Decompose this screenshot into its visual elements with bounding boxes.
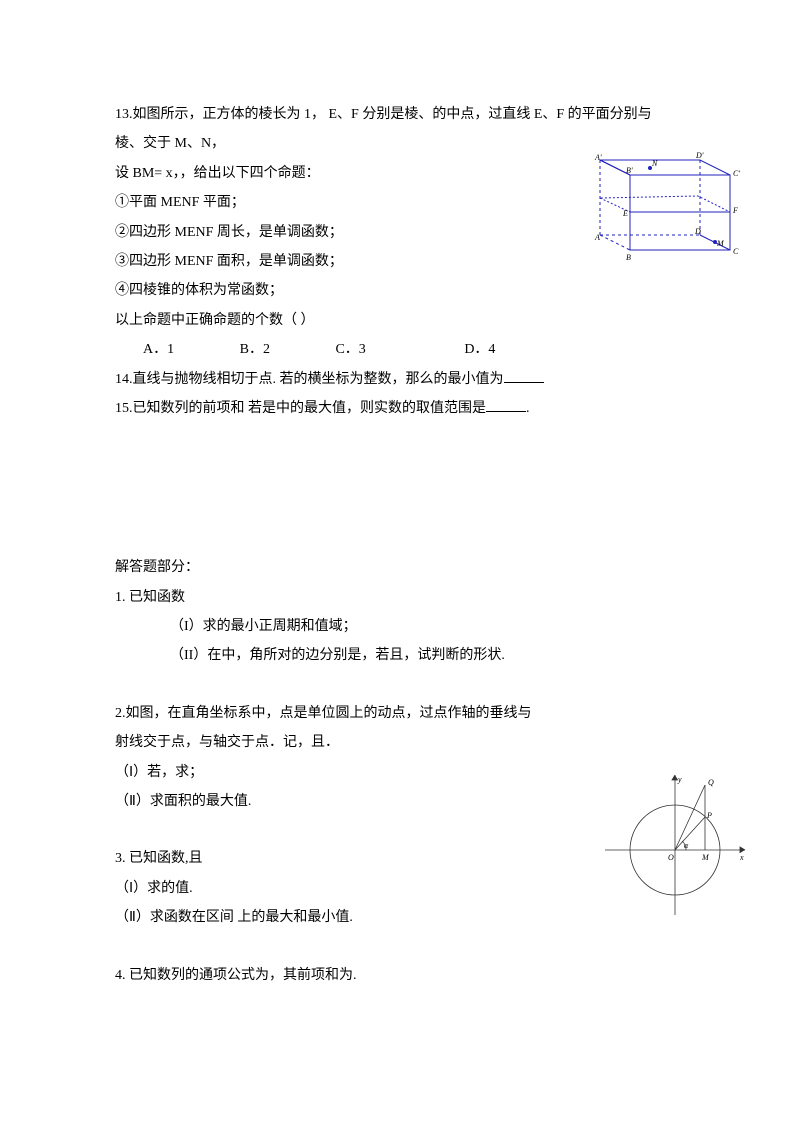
blank-14 — [504, 368, 544, 383]
p1-ii: （II）在中，角所对的边分别是，若且，试判断的形状. — [115, 641, 685, 670]
q13-tail: 以上命题中正确命题的个数（ ） — [115, 306, 685, 335]
opt-c: C．3 — [335, 335, 365, 364]
opt-d: D．4 — [464, 335, 495, 364]
lbl-Mc: M — [701, 853, 710, 862]
lbl-Db: D — [694, 227, 701, 236]
q13-line1: 13.如图所示，正方体的棱长为 1， E、F 分别是棱、的中点，过直线 E、F … — [115, 100, 685, 129]
lbl-N: N — [651, 159, 658, 168]
q15: 15.已知数列的前项和 若是中的最大值，则实数的取值范围是. — [115, 394, 685, 423]
lbl-O: O — [668, 853, 674, 862]
lbl-Ab: A — [594, 233, 600, 242]
q13-s4: ④四棱锥的体积为常函数； — [115, 276, 685, 305]
lbl-Bb: B — [626, 253, 631, 262]
p1-i: （I）求的最小正周期和值域； — [115, 612, 685, 641]
q14-text: 14.直线与抛物线相切于点. 若的横坐标为整数，那么的最小值为 — [115, 372, 504, 387]
lbl-x: x — [739, 853, 744, 862]
q13-options: A．1 B．2 C．3 D．4 — [115, 335, 685, 364]
p2-l2: 射线交于点，与轴交于点．记，且． — [115, 728, 685, 757]
lbl-y: y — [677, 775, 682, 784]
p2-l1: 2.如图，在直角坐标系中，点是单位圆上的动点，过点作轴的垂线与 — [115, 699, 685, 728]
blank-15 — [486, 397, 526, 412]
lbl-P: P — [706, 811, 712, 820]
lbl-Dprime: D' — [695, 151, 704, 160]
q14: 14.直线与抛物线相切于点. 若的横坐标为整数，那么的最小值为 — [115, 365, 685, 394]
lbl-F: F — [732, 206, 738, 215]
section-title: 解答题部分： — [115, 553, 685, 582]
circle-figure: y x O P Q M α — [600, 770, 750, 920]
p4-head: 4. 已知数列的通项公式为，其前项和为. — [115, 961, 685, 990]
cube-figure: A' B' C' D' N F E M A B C D — [570, 150, 740, 280]
lbl-M: M — [716, 239, 725, 248]
lbl-Cb: C — [733, 247, 739, 256]
lbl-E: E — [622, 209, 628, 218]
q15-text: 15.已知数列的前项和 若是中的最大值，则实数的取值范围是 — [115, 401, 486, 416]
lbl-Bprime: B' — [626, 166, 633, 175]
lbl-alpha: α — [684, 841, 689, 850]
lbl-Q: Q — [708, 778, 714, 787]
opt-a: A．1 — [143, 335, 174, 364]
opt-b: B．2 — [240, 335, 270, 364]
lbl-Cprime: C' — [733, 169, 740, 178]
lbl-Aprime: A' — [594, 153, 602, 162]
p1-head: 1. 已知函数 — [115, 583, 685, 612]
q15-post: . — [526, 401, 530, 416]
